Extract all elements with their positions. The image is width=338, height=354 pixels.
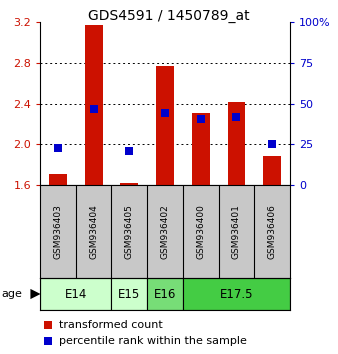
- Text: E17.5: E17.5: [220, 287, 253, 301]
- Text: age: age: [2, 289, 23, 299]
- Point: [127, 149, 132, 154]
- Bar: [156, 66, 174, 185]
- Text: GSM936402: GSM936402: [161, 204, 169, 259]
- Text: E16: E16: [154, 287, 176, 301]
- Bar: [192, 113, 210, 185]
- Text: GSM936404: GSM936404: [89, 204, 98, 259]
- Bar: [263, 156, 281, 185]
- Bar: [183, 278, 290, 310]
- Text: transformed count: transformed count: [59, 320, 163, 330]
- Text: percentile rank within the sample: percentile rank within the sample: [59, 336, 247, 346]
- Point: [198, 116, 203, 122]
- Text: E15: E15: [118, 287, 140, 301]
- Bar: [112, 278, 147, 310]
- Polygon shape: [30, 289, 41, 299]
- Text: GSM936406: GSM936406: [268, 204, 276, 259]
- Text: GSM936403: GSM936403: [53, 204, 62, 259]
- Bar: [147, 278, 183, 310]
- Bar: [49, 174, 67, 185]
- Text: GSM936400: GSM936400: [196, 204, 205, 259]
- Bar: [227, 102, 245, 185]
- Bar: [120, 183, 138, 185]
- Point: [269, 141, 275, 147]
- Text: GSM936401: GSM936401: [232, 204, 241, 259]
- Bar: [84, 25, 102, 185]
- Text: E14: E14: [65, 287, 87, 301]
- Point: [55, 145, 61, 151]
- Point: [234, 114, 239, 120]
- Text: GDS4591 / 1450789_at: GDS4591 / 1450789_at: [88, 9, 250, 23]
- Bar: [40, 278, 112, 310]
- Point: [162, 110, 168, 115]
- Point: [91, 106, 96, 112]
- Text: GSM936405: GSM936405: [125, 204, 134, 259]
